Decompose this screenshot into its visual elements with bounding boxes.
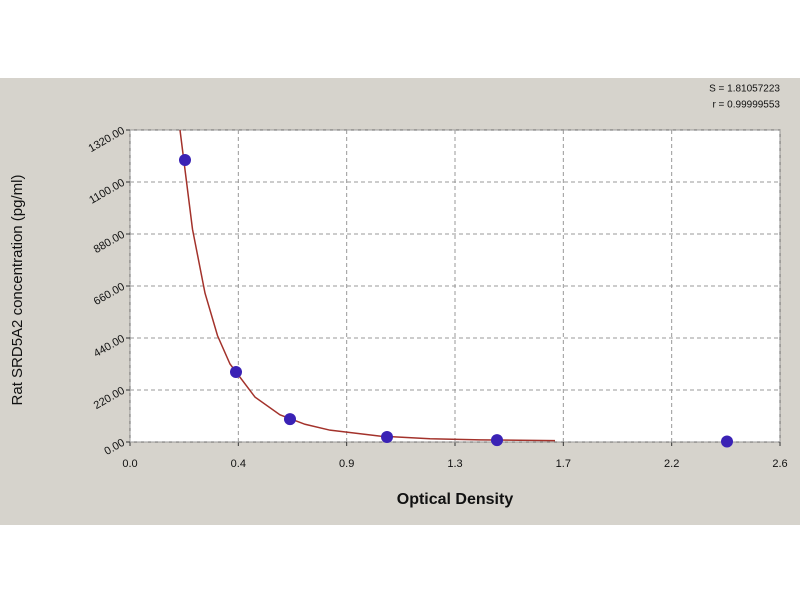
data-point <box>284 413 296 426</box>
data-point <box>381 431 393 444</box>
y-axis-label: Rat SRD5A2 concentration (pg/ml) <box>9 175 26 406</box>
fit-curve <box>179 129 556 442</box>
x-tick-label: 2.2 <box>664 458 679 470</box>
data-point <box>230 366 242 379</box>
data-point <box>491 434 503 447</box>
x-axis-label: Optical Density <box>397 491 514 508</box>
x-tick-label: 2.6 <box>772 458 787 470</box>
x-tick-label: 0.4 <box>231 458 246 470</box>
x-tick-label: 1.7 <box>556 458 571 470</box>
annotation: S = 1.81057223 <box>709 84 780 95</box>
annotation: r = 0.99999553 <box>712 100 780 111</box>
data-point <box>721 435 733 448</box>
data-point <box>179 154 191 167</box>
x-tick-label: 0.0 <box>122 458 137 470</box>
x-tick-label: 1.3 <box>447 458 462 470</box>
x-tick-label: 0.9 <box>339 458 354 470</box>
